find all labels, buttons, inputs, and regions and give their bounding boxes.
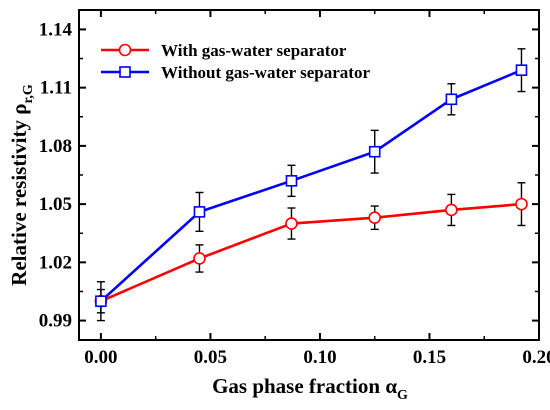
x-tick-label: 0.00 <box>84 347 117 368</box>
legend-label: With gas-water separator <box>161 41 347 60</box>
y-tick-label: 1.14 <box>39 19 73 40</box>
x-axis-title-main: Gas phase fraction α <box>212 374 397 398</box>
x-tick-label: 0.10 <box>303 347 336 368</box>
legend: With gas-water separator Without gas-wate… <box>101 41 370 82</box>
series-line-2 <box>100 68 522 303</box>
legend-marker <box>119 66 131 78</box>
data-point-circle <box>445 203 458 217</box>
y-tick-label: 1.11 <box>40 78 72 99</box>
y-axis-title-sub: r,G <box>21 84 36 103</box>
data-point-square <box>285 175 298 187</box>
x-tick-label: 0.20 <box>522 347 550 368</box>
data-point-square <box>515 64 528 76</box>
data-point-circle <box>515 197 528 211</box>
data-point-square <box>445 93 458 106</box>
legend-marker <box>118 43 132 57</box>
x-axis-title: Gas phase fraction αG <box>212 374 408 403</box>
y-tick-label: 1.08 <box>39 136 72 157</box>
y-tick-label: 1.02 <box>39 252 72 273</box>
x-axis-title-sub: G <box>397 388 408 403</box>
y-axis-title-main: Relative resistivity ρ <box>7 104 31 286</box>
y-axis-title: Relative resistivity ρr,G <box>7 84 36 286</box>
data-point-square <box>193 206 206 218</box>
data-point-circle <box>368 211 382 225</box>
data-point-circle <box>285 217 298 230</box>
x-tick-label: 0.05 <box>194 347 227 368</box>
legend-label: Without gas-water separator <box>161 63 370 82</box>
data-point-square <box>368 145 381 158</box>
plot-layer: 0.00 0.05 0.10 0.15 0.20 0.99 1.02 1.05 1.08 1.11… <box>39 9 550 368</box>
data-point-circle <box>193 252 206 265</box>
data-point-square <box>95 295 107 307</box>
y-tick-label: 1.05 <box>39 194 72 215</box>
x-tick-label: 0.15 <box>413 347 446 368</box>
y-tick-label: 0.99 <box>39 311 72 332</box>
series-line-1 <box>100 202 522 303</box>
